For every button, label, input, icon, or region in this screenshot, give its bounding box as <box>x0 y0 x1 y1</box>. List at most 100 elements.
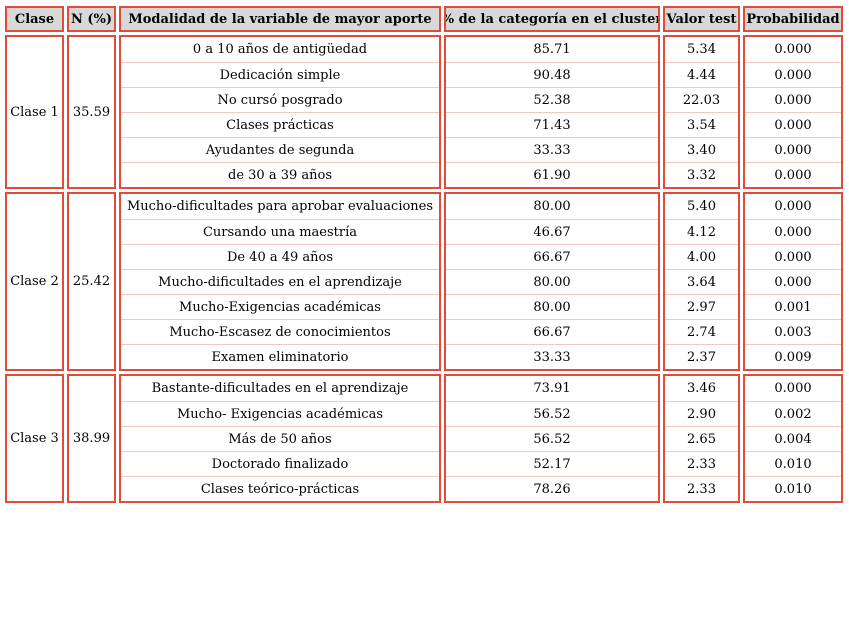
probabilidad-cell: 0.000 <box>745 87 841 112</box>
n-percent-cell: 38.99 <box>67 374 116 503</box>
valor-test-column: 5.40 4.12 4.00 3.64 2.97 2.74 2.37 <box>663 192 740 371</box>
header-modalidad: Modalidad de la variable de mayor aporte <box>119 6 441 32</box>
clase-cell: Clase 2 <box>5 192 64 371</box>
pct-cell: 46.67 <box>446 219 658 244</box>
valor-test-cell: 2.65 <box>665 426 738 451</box>
probabilidad-cell: 0.009 <box>745 344 841 369</box>
probabilidad-cell: 0.000 <box>745 162 841 187</box>
probabilidad-cell: 0.003 <box>745 319 841 344</box>
probabilidad-cell: 0.000 <box>745 269 841 294</box>
valor-test-cell: 3.40 <box>665 137 738 162</box>
pct-cell: 78.26 <box>446 476 658 501</box>
pct-column: 85.71 90.48 52.38 71.43 33.33 61.90 <box>444 35 660 189</box>
probabilidad-cell: 0.000 <box>774 199 812 214</box>
modalidad-cell: No cursó posgrado <box>121 87 439 112</box>
pct-cell: 66.67 <box>446 244 658 269</box>
valor-test-cell: 5.34 <box>687 42 716 57</box>
modalidad-cell: De 40 a 49 años <box>121 244 439 269</box>
valor-test-column: 5.34 4.44 22.03 3.54 3.40 3.32 <box>663 35 740 189</box>
valor-test-cell: 3.46 <box>687 381 716 396</box>
valor-test-cell: 2.37 <box>665 344 738 369</box>
probabilidad-cell: 0.010 <box>745 476 841 501</box>
clase-cell: Clase 1 <box>5 35 64 189</box>
valor-test-cell: 3.64 <box>665 269 738 294</box>
pct-cell: 73.91 <box>533 381 571 396</box>
n-percent-cell: 35.59 <box>67 35 116 189</box>
n-percent-cell: 25.42 <box>67 192 116 371</box>
pct-column: 80.00 46.67 66.67 80.00 80.00 66.67 33.33 <box>444 192 660 371</box>
pct-cell: 33.33 <box>446 344 658 369</box>
modalidad-cell: Bastante-dificultades en el aprendizaje <box>151 381 409 396</box>
probabilidad-column: 0.000 0.000 0.000 0.000 0.001 0.003 0.009 <box>743 192 843 371</box>
header-valor-test: Valor test <box>663 6 740 32</box>
modalidad-cell: de 30 a 39 años <box>121 162 439 187</box>
pct-cell: 80.00 <box>446 269 658 294</box>
pct-cell: 71.43 <box>446 112 658 137</box>
modalidad-cell: Mucho-Escasez de conocimientos <box>121 319 439 344</box>
modalidad-column: Mucho-dificultades para aprobar evaluaci… <box>119 192 441 371</box>
probabilidad-cell: 0.004 <box>745 426 841 451</box>
pct-cell: 33.33 <box>446 137 658 162</box>
valor-test-cell: 2.90 <box>665 401 738 426</box>
valor-test-cell: 22.03 <box>665 87 738 112</box>
modalidad-cell: Cursando una maestría <box>121 219 439 244</box>
cluster-group: Clase 2 25.42 Mucho-dificultades para apro… <box>5 192 843 371</box>
modalidad-cell: Ayudantes de segunda <box>121 137 439 162</box>
probabilidad-column: 0.000 0.000 0.000 0.000 0.000 0.000 <box>743 35 843 189</box>
modalidad-column: 0 a 10 años de antigüedad Dedicación simp… <box>119 35 441 189</box>
cluster-group: Clase 1 35.59 0 a 10 años de antigüedad Ded… <box>5 35 843 189</box>
probabilidad-cell: 0.000 <box>745 244 841 269</box>
pct-cell: 90.48 <box>446 62 658 87</box>
probabilidad-cell: 0.010 <box>745 451 841 476</box>
probabilidad-cell: 0.002 <box>745 401 841 426</box>
valor-test-cell: 4.44 <box>665 62 738 87</box>
modalidad-cell: Clases prácticas <box>121 112 439 137</box>
valor-test-cell: 5.40 <box>687 199 716 214</box>
modalidad-cell: Mucho-dificultades para aprobar evaluaci… <box>126 199 434 214</box>
valor-test-cell: 2.33 <box>665 451 738 476</box>
pct-cell: 85.71 <box>533 42 571 57</box>
pct-cell: 61.90 <box>446 162 658 187</box>
valor-test-cell: 3.32 <box>665 162 738 187</box>
probabilidad-cell: 0.000 <box>745 62 841 87</box>
valor-test-cell: 4.00 <box>665 244 738 269</box>
pct-column: 73.91 56.52 56.52 52.17 78.26 <box>444 374 660 503</box>
probabilidad-cell: 0.001 <box>745 294 841 319</box>
probabilidad-cell: 0.000 <box>774 381 812 396</box>
probabilidad-cell: 0.000 <box>745 112 841 137</box>
pct-cell: 56.52 <box>446 426 658 451</box>
modalidad-cell: Mucho-dificultades en el aprendizaje <box>121 269 439 294</box>
probabilidad-cell: 0.000 <box>774 42 812 57</box>
modalidad-cell: Más de 50 años <box>121 426 439 451</box>
probabilidad-column: 0.000 0.002 0.004 0.010 0.010 <box>743 374 843 503</box>
modalidad-cell: 0 a 10 años de antigüedad <box>192 42 368 57</box>
pct-cell: 80.00 <box>533 199 571 214</box>
pct-cell: 56.52 <box>446 401 658 426</box>
header-probabilidad: Probabilidad <box>743 6 843 32</box>
pct-cell: 52.38 <box>446 87 658 112</box>
valor-test-cell: 2.74 <box>665 319 738 344</box>
valor-test-cell: 3.54 <box>665 112 738 137</box>
pct-cell: 80.00 <box>446 294 658 319</box>
modalidad-column: Bastante-dificultades en el aprendizaje M… <box>119 374 441 503</box>
modalidad-cell: Doctorado finalizado <box>121 451 439 476</box>
header-n: N (%) <box>67 6 116 32</box>
header-row: Clase N (%) Modalidad de la variable de … <box>5 6 843 32</box>
results-table: Clase N (%) Modalidad de la variable de … <box>5 6 843 503</box>
modalidad-cell: Dedicación simple <box>121 62 439 87</box>
probabilidad-cell: 0.000 <box>745 219 841 244</box>
modalidad-cell: Mucho-Exigencias académicas <box>121 294 439 319</box>
header-pct: % de la categoría en el cluster <box>444 6 660 32</box>
modalidad-cell: Clases teórico-prácticas <box>121 476 439 501</box>
table-body: Clase 1 35.59 0 a 10 años de antigüedad Ded… <box>5 35 843 503</box>
cluster-group: Clase 3 38.99 Bastante-dificultades en el … <box>5 374 843 503</box>
pct-cell: 66.67 <box>446 319 658 344</box>
modalidad-cell: Examen eliminatorio <box>121 344 439 369</box>
pct-cell: 52.17 <box>446 451 658 476</box>
header-clase: Clase <box>5 6 64 32</box>
valor-test-cell: 4.12 <box>665 219 738 244</box>
clase-cell: Clase 3 <box>5 374 64 503</box>
valor-test-column: 3.46 2.90 2.65 2.33 2.33 <box>663 374 740 503</box>
valor-test-cell: 2.97 <box>665 294 738 319</box>
modalidad-cell: Mucho- Exigencias académicas <box>121 401 439 426</box>
